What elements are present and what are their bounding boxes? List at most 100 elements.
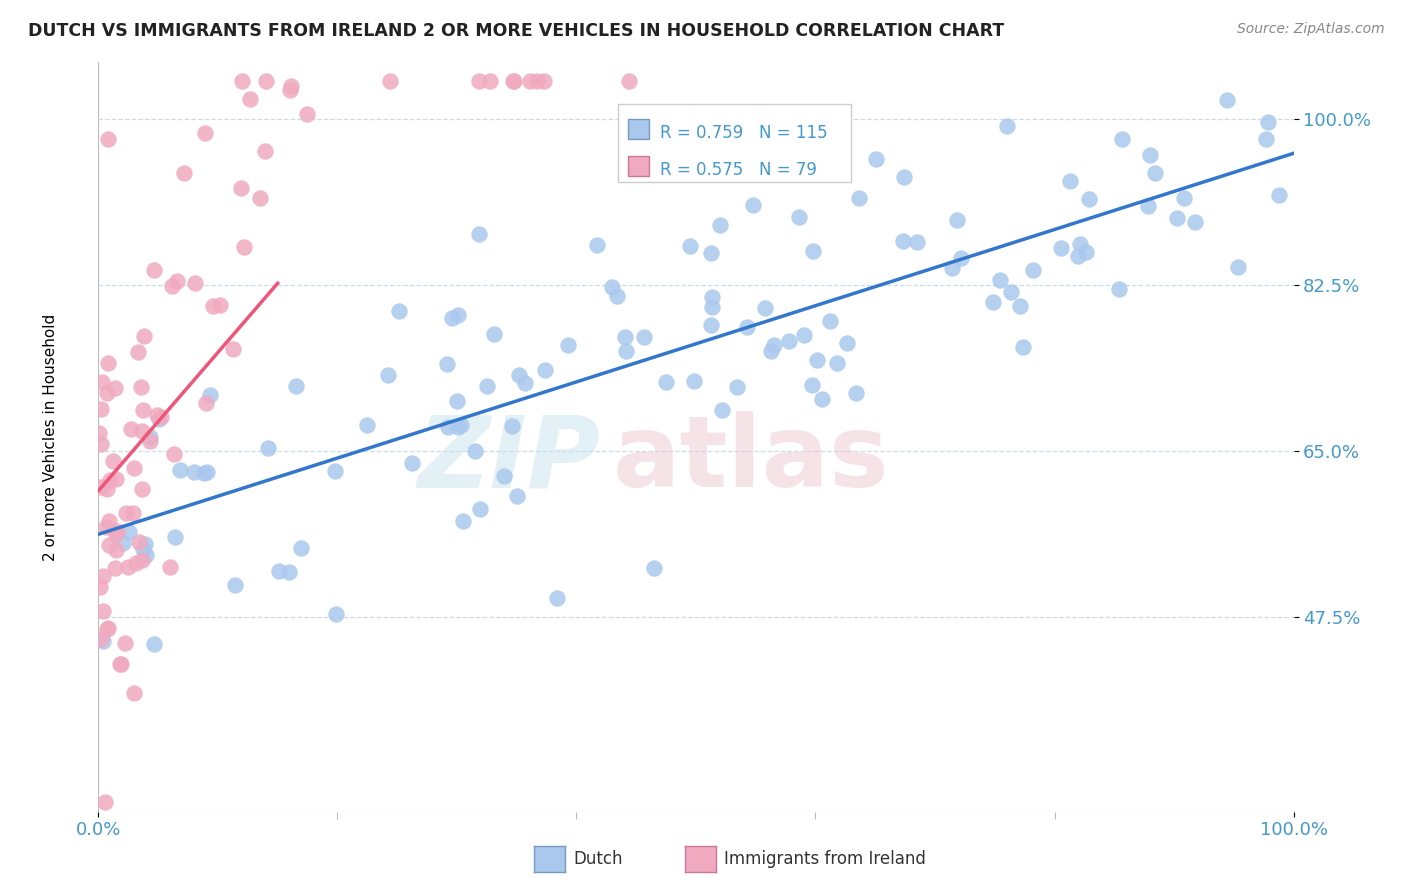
- Point: [139, 434, 162, 449]
- Point: [194, 126, 217, 140]
- Text: DUTCH VS IMMIGRANTS FROM IRELAND 2 OR MORE VEHICLES IN HOUSEHOLD CORRELATION CHA: DUTCH VS IMMIGRANTS FROM IRELAND 2 OR MO…: [28, 22, 1004, 40]
- Point: [114, 636, 136, 650]
- Text: ZIP: ZIP: [418, 411, 600, 508]
- Point: [436, 357, 458, 371]
- Point: [104, 527, 127, 541]
- Point: [995, 120, 1018, 134]
- Point: [546, 591, 568, 605]
- Text: Immigrants from Ireland: Immigrants from Ireland: [724, 850, 927, 868]
- Point: [249, 191, 271, 205]
- Point: [446, 393, 468, 408]
- Point: [388, 304, 411, 318]
- Point: [1077, 192, 1099, 206]
- Point: [468, 227, 491, 241]
- Point: [127, 345, 149, 359]
- Point: [1012, 340, 1035, 354]
- Point: [229, 180, 252, 194]
- Point: [468, 501, 491, 516]
- Point: [1267, 188, 1289, 202]
- Point: [148, 412, 170, 426]
- Point: [193, 466, 215, 480]
- Point: [277, 565, 299, 579]
- Point: [600, 280, 623, 294]
- Point: [231, 74, 253, 88]
- Point: [195, 465, 218, 479]
- Point: [1257, 114, 1279, 128]
- Point: [104, 381, 127, 395]
- Point: [132, 541, 155, 556]
- Point: [89, 425, 111, 440]
- Point: [135, 548, 157, 562]
- Point: [801, 244, 824, 258]
- Point: [380, 74, 402, 88]
- Point: [981, 295, 1004, 310]
- Point: [98, 474, 121, 488]
- Point: [848, 190, 870, 204]
- Point: [165, 530, 187, 544]
- Point: [163, 447, 186, 461]
- Point: [132, 328, 155, 343]
- Point: [447, 308, 470, 322]
- Point: [290, 541, 312, 555]
- Point: [278, 83, 301, 97]
- Point: [501, 419, 523, 434]
- Text: atlas: atlas: [613, 411, 889, 508]
- Point: [700, 290, 723, 304]
- Point: [284, 378, 307, 392]
- Point: [891, 235, 914, 249]
- Point: [297, 107, 319, 121]
- Point: [325, 607, 347, 621]
- Point: [267, 564, 290, 578]
- Point: [835, 336, 858, 351]
- Point: [173, 166, 195, 180]
- Point: [134, 537, 156, 551]
- Point: [479, 74, 502, 88]
- Point: [122, 461, 145, 475]
- Point: [96, 622, 118, 636]
- Point: [97, 514, 120, 528]
- Point: [98, 538, 121, 552]
- Point: [557, 338, 579, 352]
- Point: [1256, 132, 1278, 146]
- Point: [323, 465, 346, 479]
- Point: [606, 288, 628, 302]
- Point: [90, 376, 112, 390]
- Point: [617, 74, 640, 88]
- Point: [120, 422, 142, 436]
- Point: [377, 368, 399, 382]
- Point: [160, 279, 183, 293]
- Point: [131, 424, 153, 438]
- Point: [96, 385, 118, 400]
- Point: [195, 396, 218, 410]
- Point: [122, 686, 145, 700]
- Point: [94, 520, 117, 534]
- Point: [710, 403, 733, 417]
- Text: R = 0.759   N = 115: R = 0.759 N = 115: [661, 124, 828, 142]
- Point: [202, 299, 225, 313]
- Point: [401, 456, 423, 470]
- Point: [533, 74, 555, 88]
- Point: [1066, 249, 1088, 263]
- Point: [1022, 263, 1045, 277]
- Point: [586, 238, 609, 252]
- Point: [105, 524, 128, 538]
- Point: [209, 298, 232, 312]
- Point: [112, 536, 135, 550]
- Point: [356, 417, 378, 432]
- Point: [506, 489, 529, 503]
- Point: [110, 657, 132, 672]
- Point: [820, 314, 842, 328]
- Point: [447, 419, 470, 434]
- Point: [988, 273, 1011, 287]
- Point: [254, 74, 277, 88]
- Point: [482, 326, 505, 341]
- Point: [845, 385, 868, 400]
- Point: [183, 277, 205, 291]
- Point: [90, 632, 112, 647]
- Point: [754, 301, 776, 315]
- Point: [233, 240, 256, 254]
- Point: [101, 453, 124, 467]
- Point: [1173, 191, 1195, 205]
- Point: [104, 543, 127, 558]
- Point: [464, 444, 486, 458]
